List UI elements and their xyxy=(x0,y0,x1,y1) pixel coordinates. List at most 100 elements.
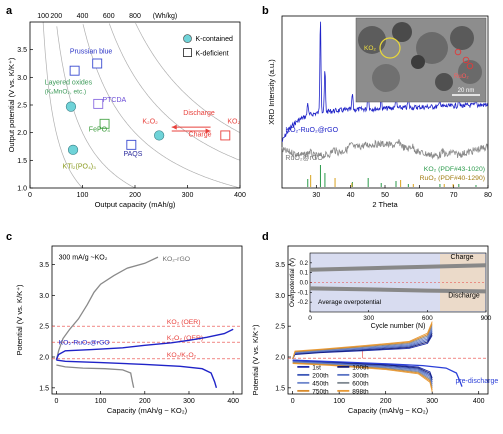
data-point xyxy=(126,139,137,150)
y-tick-label: 2.5 xyxy=(17,103,27,110)
x-axis-label: 2 Theta xyxy=(372,200,398,209)
y-tick-label: 3.5 xyxy=(275,262,285,269)
panel-a: a 100 200 400 600 800 (Wh/kg)0 100 200 300 4001.01… xyxy=(6,5,246,209)
y-tick-label: 2.5 xyxy=(275,324,285,331)
y-tick-label: 2.0 xyxy=(275,355,285,362)
x-tick-label: 200 xyxy=(129,192,141,199)
tem-particle xyxy=(358,26,386,54)
overpotential-band-charge xyxy=(309,263,487,272)
y-tick-label: 3.5 xyxy=(39,262,49,269)
data-point xyxy=(69,65,80,76)
tem-particle xyxy=(372,64,400,92)
y-tick-label: 3.0 xyxy=(275,293,285,300)
discharge-arrow-head xyxy=(171,124,177,130)
legend-label: 100th xyxy=(352,364,369,371)
legend-label: 450th xyxy=(312,380,329,387)
y-tick-label: 3.5 xyxy=(17,47,27,54)
y-tick-label: 3.0 xyxy=(39,293,49,300)
inset-y-tick-label: -0.1 xyxy=(298,290,309,296)
annotation-label: (KₓMnO₂, etc.) xyxy=(45,88,86,95)
data-point xyxy=(154,130,165,141)
inset-label: Discharge xyxy=(448,292,480,299)
panel-label: a xyxy=(6,5,13,17)
energy-contour xyxy=(82,24,240,189)
x-tick-label: 300 xyxy=(183,398,195,405)
data-point xyxy=(65,101,77,112)
plot-frame xyxy=(287,245,489,395)
x-tick-label: 400 xyxy=(473,398,485,405)
x-axis-label: Capacity (mAh/g ~ KO₂) xyxy=(107,406,188,415)
energy-contour xyxy=(42,21,83,188)
x-tick-label: 300 xyxy=(182,192,194,199)
tem-particle xyxy=(435,73,453,91)
legend-label: 750th xyxy=(312,388,329,395)
x-tick-label: 50 xyxy=(381,192,389,199)
reference-label: KO₂/K₂O₂ xyxy=(167,352,197,359)
legend-label: 200th xyxy=(312,372,329,379)
plot-frame xyxy=(51,245,243,395)
data-point xyxy=(92,58,103,69)
series-line xyxy=(292,360,433,381)
series-label: RuO₂@rGO xyxy=(285,155,323,162)
annotation-label: PAQS xyxy=(123,151,142,158)
y-tick-label: 1.5 xyxy=(17,158,27,165)
tem-highlight-ruo2 xyxy=(454,48,462,56)
inset-label: Average overpotential xyxy=(318,299,382,306)
series-line xyxy=(281,139,488,161)
x-tick-label: 0 xyxy=(291,398,295,405)
x-tick-label: 60 xyxy=(415,192,423,199)
energy-contour xyxy=(108,23,240,161)
series-line xyxy=(292,321,433,360)
data-point xyxy=(220,130,231,141)
legend-label: 1st xyxy=(312,364,321,371)
series-line xyxy=(56,364,135,388)
tem-highlight-ruo2 xyxy=(462,56,470,64)
x-tick-label: 80 xyxy=(484,192,492,199)
inset-label: RuO₂ xyxy=(454,74,469,80)
x-tick-label: 100 xyxy=(95,398,107,405)
top-tick-label: 200 xyxy=(50,13,62,20)
inset-x-tick-label: 600 xyxy=(422,315,433,322)
series-line xyxy=(292,359,463,387)
charge-arrow-head xyxy=(205,128,211,134)
annotation-label: Discharge xyxy=(183,110,215,117)
annotation-label: Layered oxides xyxy=(45,80,93,87)
annotation-label: pre-discharge xyxy=(455,378,498,385)
legend-marker-circle xyxy=(183,34,192,43)
tem-particle xyxy=(458,60,482,84)
scale-bar-label: 20 nm xyxy=(458,88,475,94)
energy-contour xyxy=(135,22,240,133)
inset-y-tick-label: 0.2 xyxy=(300,261,309,267)
panel-b: b 30 40 50 60 70 80 2 Theta XRD Intensity (a.u.)… xyxy=(262,5,492,209)
reference-label: K₂O₂ (OER) xyxy=(167,335,203,342)
x-axis-label: Output capacity (mAh/g) xyxy=(95,200,176,209)
inset-x-tick-label: 300 xyxy=(363,315,374,322)
y-axis-label: Potential (V vs. K/K⁺) xyxy=(251,324,260,396)
reference-label: KO₂ (PDF#43-1020) xyxy=(424,166,485,173)
x-tick-label: 200 xyxy=(380,398,392,405)
panel-d: d 0 100 200 300 400 1.5 2.0 2.5 3.0 3.5 Capacity (m… xyxy=(251,231,498,415)
energy-contour xyxy=(56,26,135,189)
annotation-label: KTi₂(PO₄)₃ xyxy=(63,164,97,171)
panel-label: d xyxy=(262,231,269,243)
top-tick-label: 800 xyxy=(129,13,141,20)
x-tick-label: 100 xyxy=(77,192,89,199)
y-tick-label: 1.5 xyxy=(275,385,285,392)
series-line xyxy=(56,359,218,388)
inset-y-tick-label: 0.1 xyxy=(300,271,309,277)
x-tick-label: 0 xyxy=(28,192,32,199)
legend-label: 898th xyxy=(352,388,369,395)
x-tick-label: 400 xyxy=(227,398,239,405)
x-tick-label: 200 xyxy=(139,398,151,405)
inset-y-tick-label: 0.0 xyxy=(300,281,309,287)
legend-label: 300th xyxy=(352,372,369,379)
tem-highlight-ruo2 xyxy=(466,62,474,70)
annotation-label: K₂O₂ xyxy=(142,118,158,125)
inset-x-axis-label: Cycle number (N) xyxy=(371,323,426,330)
x-tick-label: 400 xyxy=(234,192,246,199)
y-tick-label: 2.0 xyxy=(39,355,49,362)
annotation-label: PTCDA xyxy=(102,97,126,104)
annotation-label: KO₂ xyxy=(227,118,240,125)
x-tick-label: 30 xyxy=(312,192,320,199)
